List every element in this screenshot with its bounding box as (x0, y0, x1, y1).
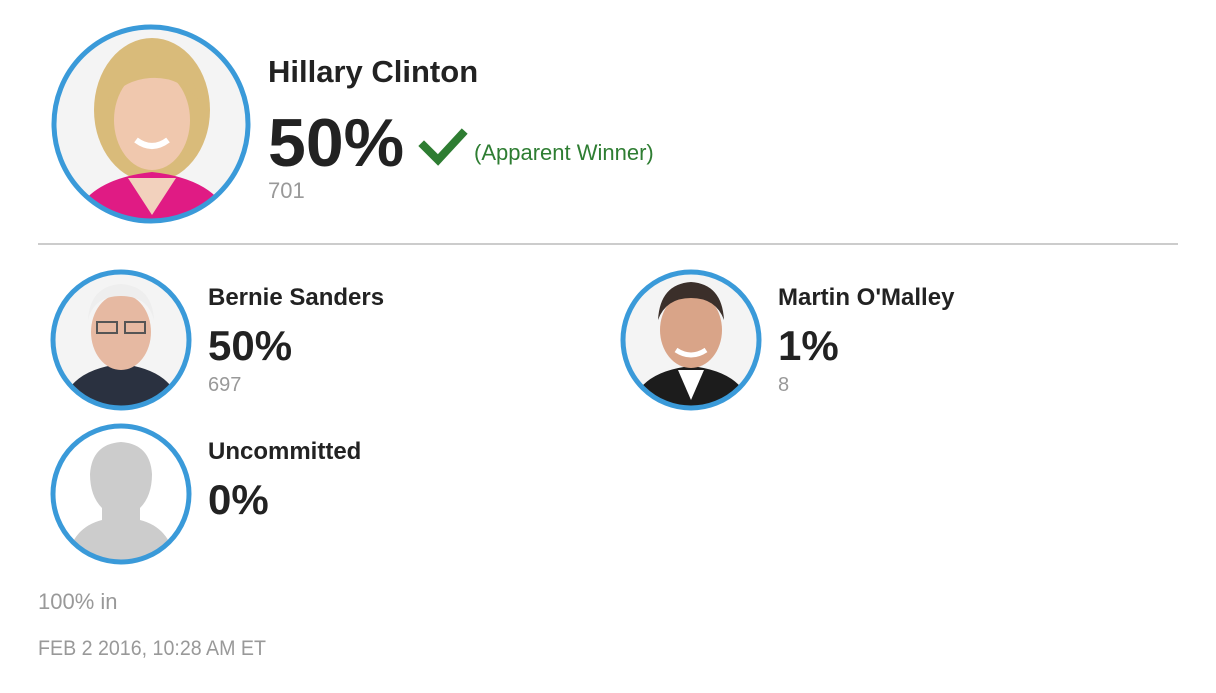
portrait (55, 428, 187, 560)
candidate-name: Martin O'Malley (778, 284, 955, 311)
portrait-ring (620, 269, 762, 411)
candidate-percent: 50% (268, 105, 404, 181)
candidate-votes: 8 (778, 374, 789, 396)
portrait-ring (50, 269, 192, 411)
candidate-votes: 697 (208, 374, 241, 396)
portrait (56, 29, 246, 219)
reporting: 100% in (38, 589, 118, 614)
timestamp: FEB 2 2016, 10:28 AM ET (38, 637, 266, 660)
candidate-name: Hillary Clinton (268, 54, 478, 89)
winner-status: (Apparent Winner) (474, 140, 654, 165)
candidate-votes: 701 (268, 178, 305, 203)
candidate-name: Uncommitted (208, 438, 361, 465)
candidate-name: Bernie Sanders (208, 284, 384, 311)
candidate-percent: 0% (208, 476, 269, 523)
portrait (625, 274, 757, 406)
candidate-percent: 50% (208, 322, 292, 369)
candidate-percent: 1% (778, 322, 839, 369)
portrait-ring (51, 24, 251, 224)
winner-check (418, 128, 468, 166)
portrait-ring (50, 423, 192, 565)
